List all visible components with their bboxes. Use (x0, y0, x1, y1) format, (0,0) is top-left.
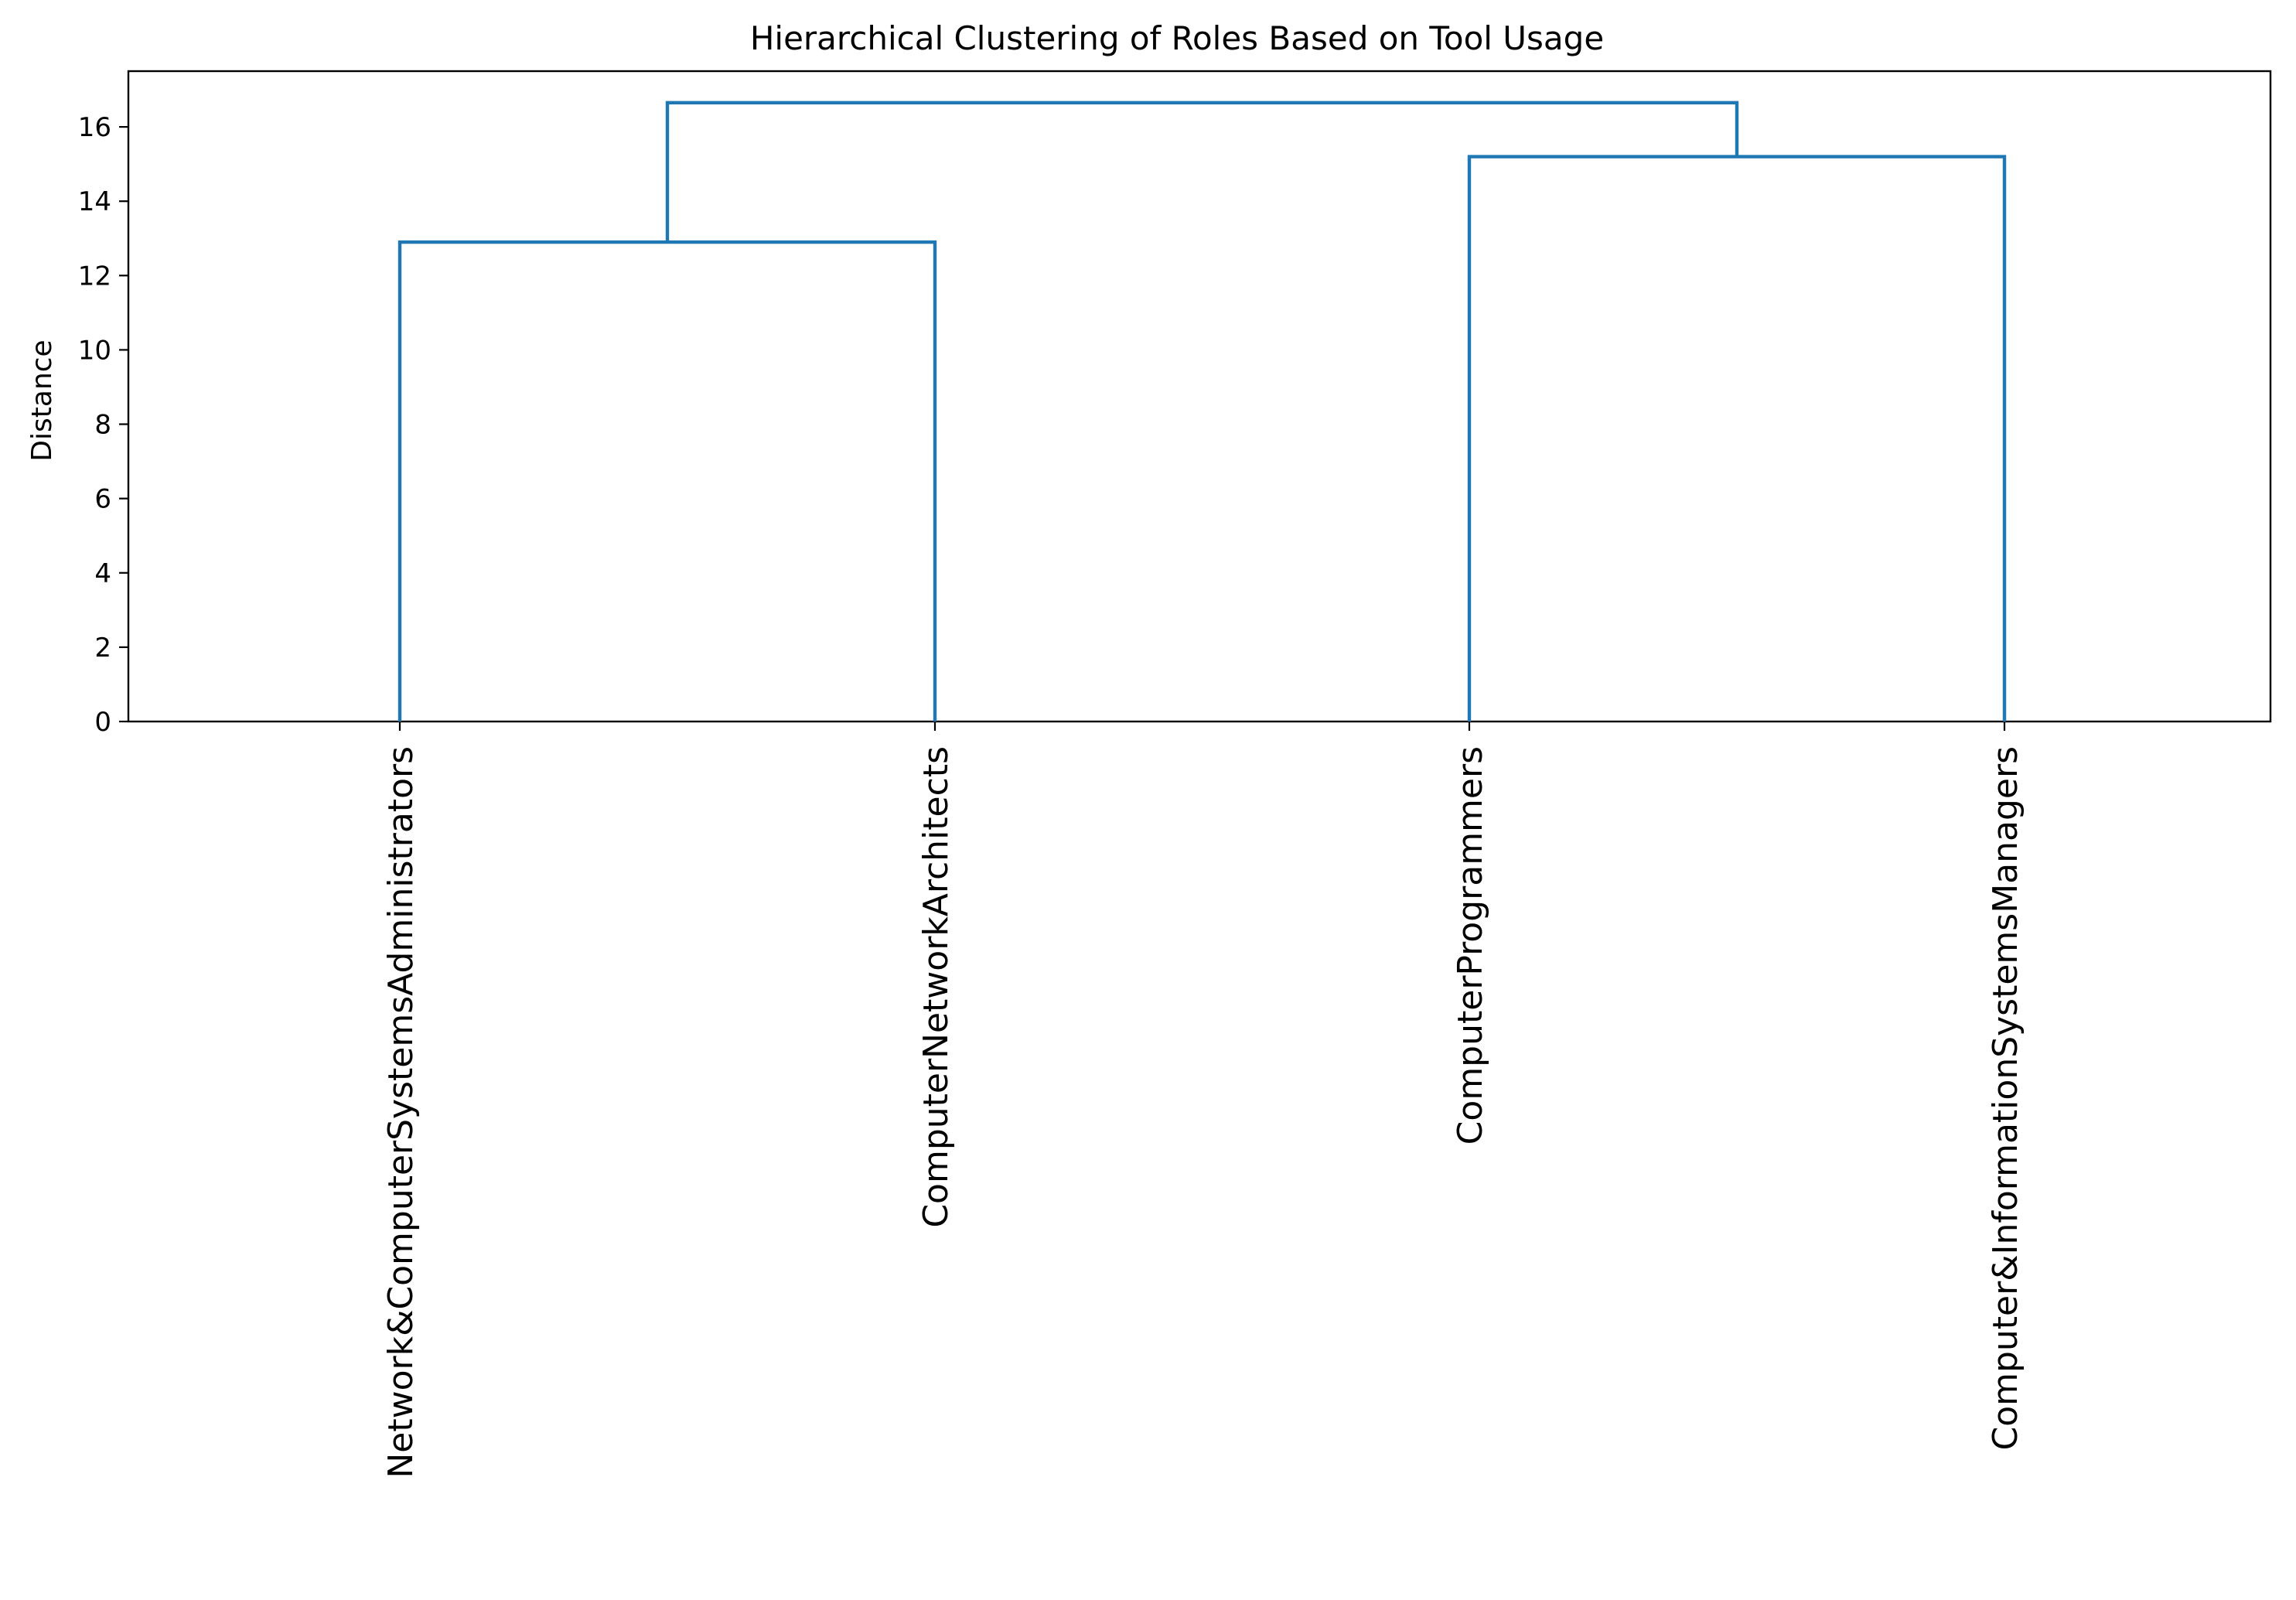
y-tick-label: 12 (78, 261, 111, 292)
leaf-label: Computer&InformationSystemsManagers (1986, 746, 2025, 1451)
plot-area: 0 2 4 6 8 10 12 14 16 Network&ComputerSystemsAdmi… (78, 70, 2272, 1479)
leaf-label: Network&ComputerSystemsAdministrators (381, 746, 421, 1479)
y-tick-label: 16 (78, 112, 111, 143)
y-tick-label: 8 (94, 410, 111, 441)
y-axis-label: Distance (26, 339, 58, 461)
y-tick-label: 2 (94, 633, 111, 664)
leaf-label: ComputerProgrammers (1451, 746, 1490, 1145)
dendrogram-link (397, 240, 937, 722)
dendrogram-link (1467, 155, 2007, 722)
y-tick-label: 0 (94, 707, 111, 738)
y-tick-label: 14 (78, 186, 111, 217)
dendrogram-link (665, 101, 1739, 243)
y-tick-label: 6 (94, 484, 111, 515)
axes-frame (127, 70, 2272, 723)
y-tick-label: 10 (78, 335, 111, 366)
leaf-label: ComputerNetworkArchitects (916, 746, 956, 1228)
chart-title: Hierarchical Clustering of Roles Based o… (750, 19, 1604, 57)
y-tick-label: 4 (94, 558, 111, 589)
